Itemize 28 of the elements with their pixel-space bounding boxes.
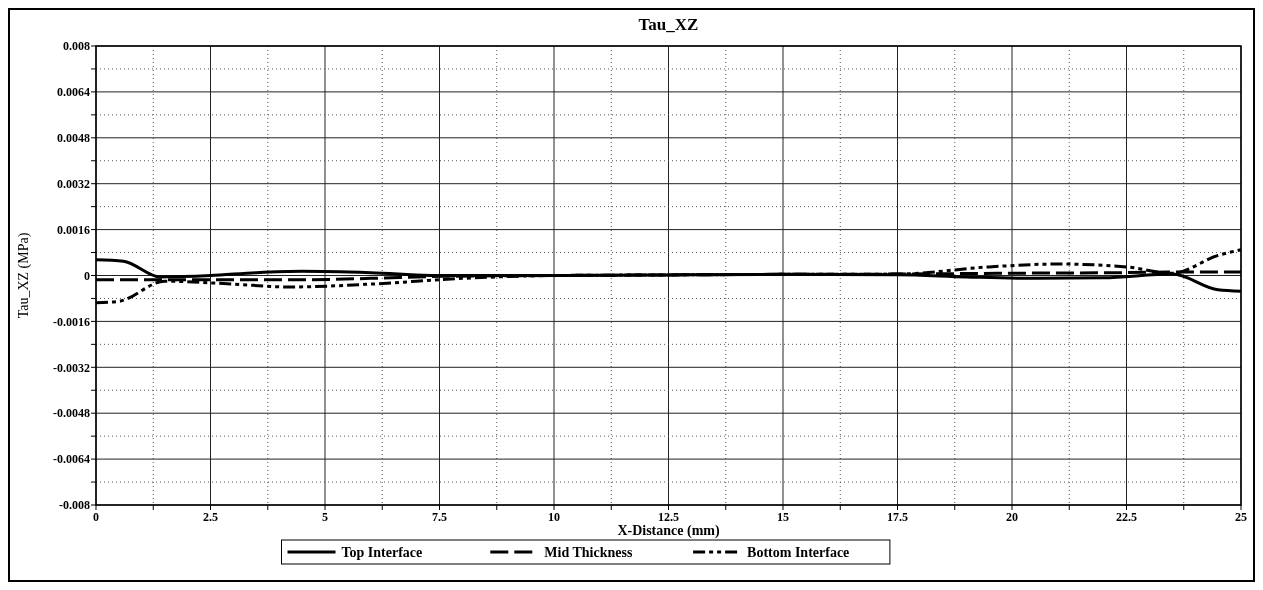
y-tick-label: 0: [84, 268, 90, 283]
y-tick-label: -0.0064: [53, 452, 90, 467]
x-tick-label: 20: [1006, 510, 1018, 524]
legend-label: Top Interface: [341, 544, 423, 560]
y-axis-title: Tau_XZ (MPa): [16, 232, 32, 319]
y-tick-label: -0.0048: [53, 406, 90, 421]
x-tick-label: 0: [93, 510, 99, 524]
x-axis-title: X-Distance (mm): [617, 523, 720, 539]
chart-title: Tau_XZ: [638, 15, 699, 34]
x-tick-label: 7.5: [432, 510, 447, 524]
y-tick-label: -0.0032: [53, 360, 90, 375]
x-tick-label: 5: [322, 510, 328, 524]
y-tick-label: 0.008: [63, 39, 90, 54]
y-tick-label: 0.0016: [57, 222, 90, 237]
legend-label: Mid Thickness: [544, 544, 633, 560]
y-tick-label: -0.008: [59, 498, 90, 513]
x-tick-label: 12.5: [658, 510, 679, 524]
x-tick-label: 2.5: [203, 510, 218, 524]
y-tick-label: -0.0016: [53, 314, 90, 329]
x-tick-label: 25: [1235, 510, 1247, 524]
x-tick-label: 15: [777, 510, 789, 524]
y-tick-label: 0.0048: [57, 131, 90, 145]
x-tick-label: 22.5: [1116, 510, 1137, 524]
x-tick-label: 10: [548, 510, 560, 524]
x-tick-label: 17.5: [887, 510, 908, 524]
legend-label: Bottom Interface: [747, 544, 850, 560]
y-tick-label: 0.0032: [57, 176, 90, 191]
y-tick-label: 0.0064: [57, 85, 90, 100]
